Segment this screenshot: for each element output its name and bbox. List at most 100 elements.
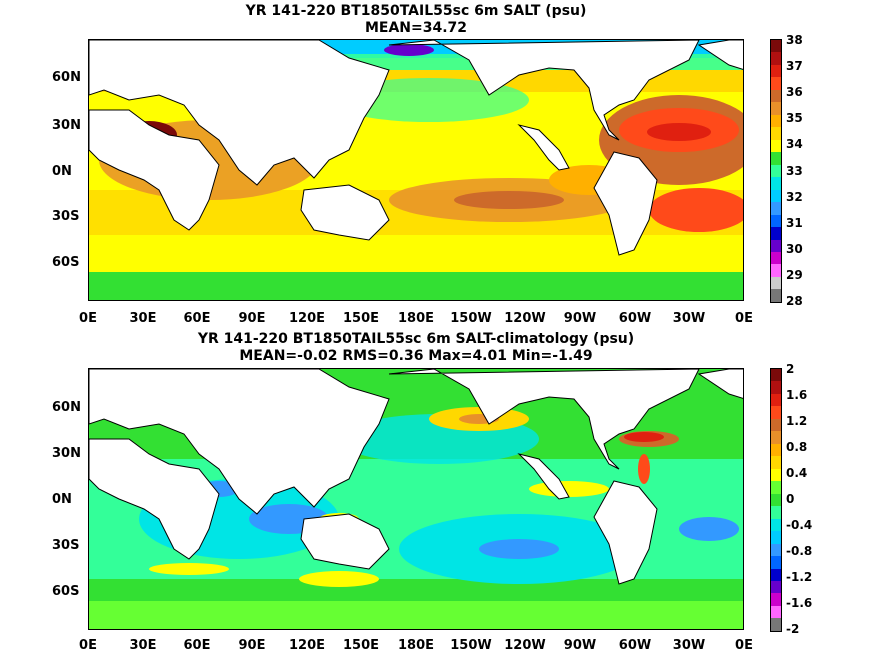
panel2-lat-label: 30N	[52, 446, 81, 461]
panel1-colorbar-tick-label: 36	[786, 85, 803, 99]
colorbar-segment	[771, 543, 781, 557]
colorbar-segment	[771, 264, 781, 277]
colorbar-segment	[771, 177, 781, 190]
colorbar-segment	[771, 214, 781, 228]
colorbar-segment	[771, 189, 781, 203]
panel2-lon-label: 120E	[288, 638, 326, 653]
panel1-colorbar-tick-label: 37	[786, 59, 803, 73]
panel1-lon-label: 120W	[504, 311, 546, 326]
panel2-colorbar-tick-label: 0.4	[786, 466, 808, 480]
panel1-colorbar-tick-label: 33	[786, 164, 803, 178]
panel1-lon-label: 90W	[563, 311, 597, 326]
colorbar-segment	[771, 202, 781, 215]
colorbar-segment	[771, 605, 781, 619]
panel2-colorbar-tick-label: -1.6	[786, 596, 813, 610]
panel1-lat-label: 30N	[52, 118, 81, 133]
colorbar-segment	[771, 227, 781, 240]
panel1-lon-label: 30E	[129, 311, 157, 326]
colorbar-segment	[771, 393, 781, 407]
panel1-lat-label: 0N	[52, 164, 72, 179]
colorbar-segment	[771, 481, 781, 494]
panel2-lon-label: 180E	[397, 638, 435, 653]
panel2-lon-label: 30E	[129, 638, 157, 653]
panel1-colorbar-tick-label: 38	[786, 33, 803, 47]
panel1-lon-label: 30W	[672, 311, 706, 326]
panel1-colorbar-tick-label: 35	[786, 111, 803, 125]
panel2-lat-label: 60S	[52, 584, 80, 599]
colorbar-segment	[771, 127, 781, 140]
panel1-salinity-map	[88, 39, 744, 301]
colorbar-segment	[771, 506, 781, 519]
panel2-colorbar-tick-label: -0.4	[786, 518, 813, 532]
colorbar-segment	[771, 618, 781, 631]
colorbar-segment	[771, 139, 781, 153]
colorbar-segment	[771, 77, 781, 90]
colorbar-segment	[771, 381, 781, 394]
colorbar-segment	[771, 493, 781, 507]
panel2-lat-label: 0N	[52, 492, 72, 507]
panel2-lon-label: 150W	[450, 638, 492, 653]
panel2-lon-label: 150E	[342, 638, 380, 653]
colorbar-segment	[771, 152, 781, 165]
panel1-colorbar-tick-label: 34	[786, 137, 803, 151]
panel1-lat-label: 60N	[52, 70, 81, 85]
panel1-lon-label: 150E	[342, 311, 380, 326]
colorbar-segment	[771, 456, 781, 469]
panel2-colorbar-tick-label: 0.8	[786, 440, 808, 454]
colorbar-segment	[771, 418, 781, 432]
panel2-colorbar-tick-label: 1.6	[786, 388, 808, 402]
colorbar-segment	[771, 64, 781, 78]
panel1-lon-label: 0E	[79, 311, 97, 326]
colorbar-segment	[771, 40, 781, 53]
colorbar-segment	[771, 239, 781, 252]
panel1-lon-label: 60W	[618, 311, 652, 326]
panel2-title-line2: MEAN=-0.02 RMS=0.36 Max=4.01 Min=-1.49	[239, 348, 593, 364]
panel1-title-line2: MEAN=34.72	[364, 20, 468, 36]
panel2-colorbar-tick-label: 2	[786, 362, 795, 376]
panel2-colorbar-tick-label: -1.2	[786, 570, 813, 584]
panel2-colorbar-tick-label: -0.8	[786, 544, 813, 558]
panel1-colorbar-tick-label: 30	[786, 242, 803, 256]
colorbar-segment	[771, 89, 781, 103]
colorbar-segment	[771, 568, 781, 581]
panel1-colorbar-tick-label: 28	[786, 294, 803, 308]
panel2-lon-label: 60E	[183, 638, 211, 653]
panel2-colorbar-tick-label: 0	[786, 492, 795, 506]
panel2-lon-label: 120W	[504, 638, 546, 653]
panel2-lon-label: 0E	[735, 638, 753, 653]
colorbar-segment	[771, 406, 781, 419]
panel2-lat-label: 30S	[52, 538, 80, 553]
colorbar-segment	[771, 531, 781, 544]
colorbar-segment	[771, 580, 781, 594]
panel1-lat-label: 30S	[52, 209, 80, 224]
colorbar-segment	[771, 52, 781, 65]
panel2-colorbar-tick-label: -2	[786, 622, 800, 636]
panel1-lon-label: 180E	[397, 311, 435, 326]
colorbar-segment	[771, 369, 781, 382]
colorbar-segment	[771, 431, 781, 444]
panel1-lon-label: 120E	[288, 311, 326, 326]
colorbar-segment	[771, 556, 781, 569]
panel1-lon-label: 0E	[735, 311, 753, 326]
panel1-title-line1: YR 141-220 BT1850TAIL55sc 6m SALT (psu)	[245, 3, 587, 19]
panel1-colorbar-tick-label: 31	[786, 216, 803, 230]
colorbar-segment	[771, 114, 781, 128]
panel2-lat-label: 60N	[52, 400, 81, 415]
colorbar-segment	[771, 468, 781, 482]
panel1-lon-label: 150W	[450, 311, 492, 326]
panel2-title-line1: YR 141-220 BT1850TAIL55sc 6m SALT-climat…	[197, 331, 635, 347]
panel2-lon-label: 90W	[563, 638, 597, 653]
colorbar-segment	[771, 443, 781, 457]
panel1-lat-label: 60S	[52, 255, 80, 270]
colorbar-segment	[771, 164, 781, 178]
panel2-lon-label: 30W	[672, 638, 706, 653]
panel2-salinity-anomaly-map	[88, 368, 744, 630]
panel1-colorbar	[770, 39, 782, 303]
panel2-lon-label: 0E	[79, 638, 97, 653]
colorbar-segment	[771, 518, 781, 532]
panel1-lon-label: 90E	[238, 311, 266, 326]
colorbar-segment	[771, 593, 781, 606]
panel1-colorbar-tick-label: 32	[786, 190, 803, 204]
colorbar-segment	[771, 251, 781, 265]
colorbar-segment	[771, 276, 781, 290]
